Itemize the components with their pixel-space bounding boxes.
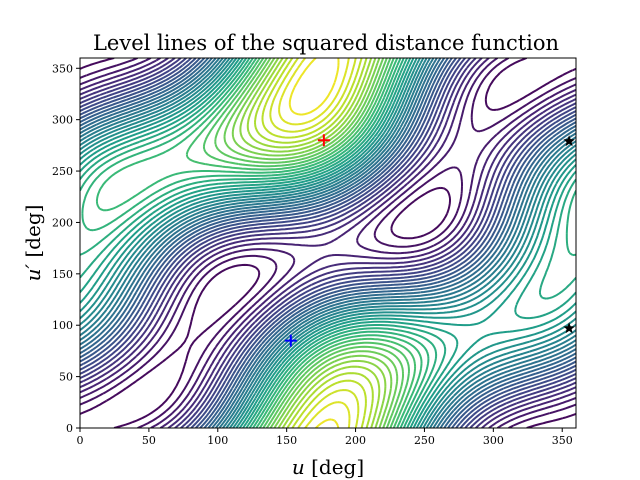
contour-level <box>80 58 576 428</box>
contour-level <box>185 58 417 428</box>
x-tick-label: 200 <box>345 434 366 447</box>
contour-level <box>80 58 576 428</box>
contour-level <box>239 58 387 428</box>
contour-level <box>288 58 340 428</box>
contour-level <box>80 58 576 428</box>
star-marker <box>563 135 575 147</box>
contour-level <box>80 58 576 428</box>
contour-level <box>214 58 404 428</box>
x-axis-var: u <box>292 455 305 479</box>
contour-level <box>80 58 576 428</box>
y-tick-label: 50 <box>59 371 73 384</box>
y-tick-label: 350 <box>52 62 73 75</box>
x-tick-label: 100 <box>207 434 228 447</box>
star-marker <box>563 322 575 334</box>
x-tick-label: 0 <box>77 434 84 447</box>
contour-level <box>80 58 576 428</box>
contour-level <box>80 58 576 428</box>
contour-level <box>80 58 576 428</box>
chart-title: Level lines of the squared distance func… <box>93 31 559 55</box>
contour-level <box>80 58 576 428</box>
x-axis: 0 50 100 150 200 250 300 350 <box>77 428 573 447</box>
x-tick-label: 50 <box>142 434 156 447</box>
y-tick-label: 150 <box>52 268 73 281</box>
contour-level <box>81 58 430 428</box>
markers <box>284 134 575 347</box>
contour-level <box>80 58 576 428</box>
contour-level <box>254 58 374 428</box>
contour-level <box>80 58 576 428</box>
contour-level <box>80 58 576 428</box>
contour-level <box>95 58 423 428</box>
contour-level <box>231 58 393 428</box>
axes-frame <box>79 57 577 429</box>
contour-level <box>80 58 576 428</box>
y-tick-label: 100 <box>52 319 73 332</box>
contour-level <box>278 58 351 428</box>
y-axis-var: u′ <box>21 264 45 282</box>
contour-level <box>80 58 576 428</box>
contour-lines <box>80 58 576 428</box>
contour-level <box>80 58 576 428</box>
contour-level <box>202 58 410 428</box>
y-axis-unit: [deg] <box>21 205 45 264</box>
contour-level <box>80 58 576 428</box>
plot-area <box>79 57 577 429</box>
y-tick-label: 0 <box>66 422 73 435</box>
contour-level <box>261 58 367 428</box>
y-axis-label: u′ [deg] <box>21 205 45 282</box>
x-axis-label: u [deg] <box>292 455 364 479</box>
contour-level <box>80 58 576 428</box>
y-tick-label: 200 <box>52 216 73 229</box>
y-axis: 0 50 100 150 200 250 300 350 <box>52 62 80 435</box>
contour-level <box>80 58 576 428</box>
y-tick-label: 300 <box>52 114 73 127</box>
x-axis-unit: [deg] <box>305 455 364 479</box>
x-tick-label: 300 <box>483 434 504 447</box>
x-tick-label: 150 <box>276 434 297 447</box>
x-tick-label: 350 <box>552 434 573 447</box>
red-plus-marker <box>317 134 330 147</box>
y-tick-label: 250 <box>52 165 73 178</box>
contour-level <box>80 58 576 428</box>
x-tick-label: 250 <box>414 434 435 447</box>
blue-plus-marker <box>284 334 297 347</box>
contour-level <box>223 58 399 428</box>
